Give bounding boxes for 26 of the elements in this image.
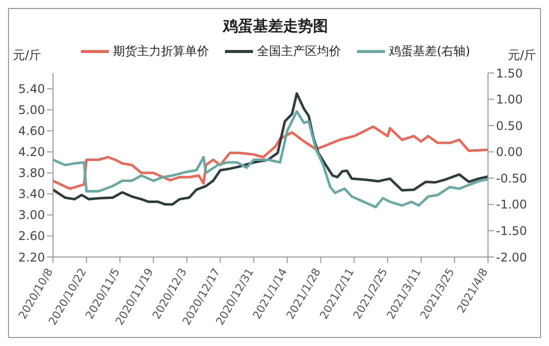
y-tick-label: 3.80 (18, 166, 45, 180)
y2-tick-label: -1.50 (496, 224, 528, 238)
y-tick-label: 3.40 (18, 187, 45, 202)
y2-tick-label: 1.00 (496, 92, 523, 107)
line-series (53, 125, 488, 190)
y-axis-title: 元/斤 (13, 47, 42, 64)
y2-axis-title: 元/斤 (508, 47, 536, 64)
y-tick-label: 5.00 (18, 103, 45, 118)
line-series (53, 92, 488, 206)
y-tick-label: 4.60 (18, 124, 45, 138)
y-tick-label: 2.60 (18, 229, 45, 244)
legend-label: 期货主力折算单价 (112, 43, 209, 60)
chart-title: 鸡蛋基差走势图 (222, 17, 329, 36)
y-tick-label: 4.20 (18, 145, 45, 160)
y2-tick-label: -0.50 (496, 171, 528, 186)
y2-tick-label: 1.50 (496, 66, 523, 80)
y2-tick-label: 0.50 (496, 118, 523, 133)
y-tick-label: 2.20 (18, 250, 45, 264)
y2-tick-label: -2.00 (496, 250, 528, 264)
y-tick-label: 5.40 (18, 82, 45, 96)
line-series (53, 110, 488, 208)
legend-label: 全国主产区均价 (256, 43, 341, 60)
legend-label: 鸡蛋基差(右轴) (388, 43, 470, 60)
y-tick-label: 3.00 (18, 208, 45, 222)
y2-tick-label: -1.00 (496, 198, 528, 212)
y2-tick-label: 0.00 (496, 145, 523, 160)
